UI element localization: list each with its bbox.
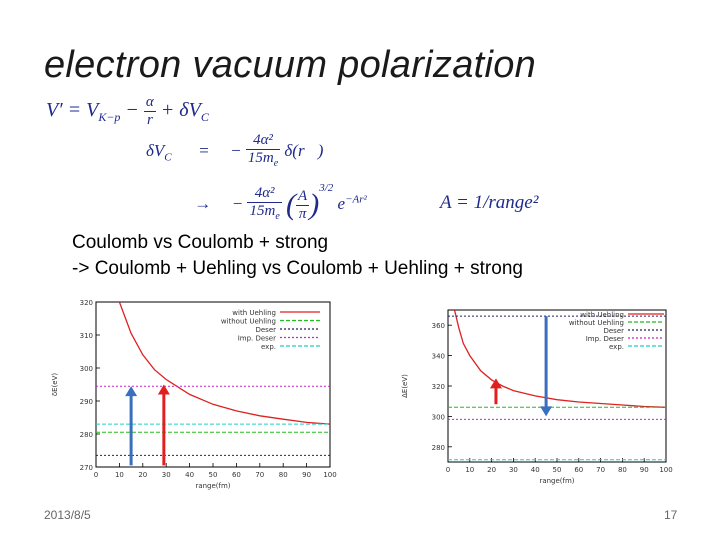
x-tick-label: 80: [279, 471, 288, 479]
x-tick-label: 50: [209, 471, 218, 479]
series-group: [448, 310, 666, 461]
y-tick-label: 290: [80, 398, 93, 406]
eq2-rest: δ(r⃗): [284, 140, 324, 160]
eq1-minus: −: [125, 99, 139, 122]
x-tick-label: 40: [185, 471, 194, 479]
slide-page-number: 17: [664, 508, 678, 522]
eq2-sub: C: [164, 151, 172, 164]
y-tick-label: 340: [432, 353, 445, 361]
eq3-arrow: →: [194, 194, 212, 213]
annotation-arrow-head: [157, 384, 170, 395]
y-tick-label: 320: [432, 383, 445, 391]
x-tick-label: 90: [640, 466, 649, 474]
legend-entry-label: exp.: [261, 343, 276, 351]
eq1-r: r: [146, 112, 153, 128]
x-tick-label: 50: [553, 466, 562, 474]
x-tick-label: 90: [302, 471, 311, 479]
eq1-sub: K−p: [98, 110, 121, 125]
eq2-fraction: 4α² 15me: [245, 132, 281, 172]
eq1-alpha: α: [143, 94, 156, 112]
legend-entry-label: with Uehling: [580, 311, 624, 319]
eq3-e: e: [337, 194, 346, 213]
eq3-exp: 3/2: [319, 182, 334, 194]
eq1-sub2: C: [200, 110, 209, 125]
eq2-densub: e: [273, 158, 279, 169]
series-group: [96, 302, 330, 456]
legend-entry-label: without Uehling: [221, 318, 276, 326]
x-tick-label: 100: [659, 466, 672, 474]
y-tick-label: 280: [80, 431, 93, 439]
x-tick-label: 10: [115, 471, 124, 479]
eq1-rest: + δV: [160, 99, 201, 122]
comparison-line-2: -> Coulomb + Uehling vs Coulomb + Uehlin…: [72, 258, 523, 279]
x-tick-label: 10: [465, 466, 474, 474]
eq2-equals: =: [198, 140, 210, 160]
annotation-arrow-head: [540, 406, 553, 417]
chart-left: 0 10 20 30 40 50 60 70 80 90 100 270 280 290 300 310 320…: [51, 299, 337, 490]
legend-entry-label: Imp. Deser: [586, 335, 624, 343]
x-tick-label: 60: [574, 466, 583, 474]
series-line: [453, 310, 666, 408]
x-tick-label: 80: [618, 466, 627, 474]
x-tick-label: 70: [255, 471, 264, 479]
eq2-lhs: δV: [146, 140, 165, 160]
x-tick-label: 20: [487, 466, 496, 474]
x-tick-label: 70: [596, 466, 605, 474]
eq3-minus: −: [231, 194, 244, 213]
x-tick-label: 60: [232, 471, 241, 479]
eq3-paren-den: π: [298, 205, 307, 222]
chart-right: 0 10 20 30 40 50 60 70 80 90 100 280 300 320 340 360 ran…: [401, 309, 673, 485]
legend-entry-label: Imp. Deser: [238, 335, 276, 343]
legend-entry-label: without Uehling: [569, 319, 624, 327]
series-line: [118, 302, 330, 425]
y-axis-label: ΔE(eV): [401, 374, 409, 398]
y-tick-label: 320: [80, 299, 93, 307]
x-tick-label: 0: [446, 466, 450, 474]
legend-entry-label: Deser: [603, 327, 624, 335]
y-tick-label: 300: [432, 413, 445, 421]
legend-entry-label: exp.: [609, 343, 624, 351]
equation-range-def: A = 1/range²: [440, 192, 539, 213]
y-tick-label: 280: [432, 444, 445, 452]
x-axis-label: range(fm): [195, 482, 230, 490]
eq3-eexp: −Ar²: [345, 193, 367, 206]
y-tick-label: 310: [80, 332, 93, 340]
x-tick-label: 20: [138, 471, 147, 479]
y-tick-label: 300: [80, 365, 93, 373]
eq3-densub: e: [275, 211, 280, 223]
y-tick-label: 360: [432, 322, 445, 330]
plot-frame: [447, 309, 667, 463]
equation-delta-vc: δVC = − 4α² 15me δ(r⃗): [146, 132, 323, 172]
legend-entry-label: with Uehling: [232, 309, 276, 317]
eq3-fraction: 4α² 15me: [247, 185, 282, 225]
x-tick-label: 40: [531, 466, 540, 474]
eq3-den: 15m: [249, 203, 276, 220]
y-tick-label: 270: [80, 464, 93, 472]
annotation-arrow-head: [125, 386, 138, 397]
x-tick-label: 0: [94, 471, 98, 479]
eq3-paren-num: A: [296, 187, 310, 206]
slide-date: 2013/8/5: [44, 508, 91, 522]
eq1-lhs: V′ = V: [46, 99, 99, 122]
legend-entry-label: Deser: [255, 326, 276, 334]
x-tick-label: 100: [323, 471, 336, 479]
eq3-num: 4α²: [247, 185, 282, 204]
slide-title: electron vacuum polarization: [44, 44, 537, 86]
x-tick-label: 30: [162, 471, 171, 479]
x-axis-label: range(fm): [539, 477, 574, 485]
eq2-den: 15m: [247, 150, 274, 166]
x-tick-label: 30: [509, 466, 518, 474]
y-axis-label: δE(eV): [51, 373, 59, 397]
annotation-arrow-head: [489, 378, 502, 389]
comparison-line-1: Coulomb vs Coulomb + strong: [72, 232, 329, 253]
eq2-num: 4α²: [245, 132, 281, 150]
eq2-minus: −: [230, 140, 242, 160]
